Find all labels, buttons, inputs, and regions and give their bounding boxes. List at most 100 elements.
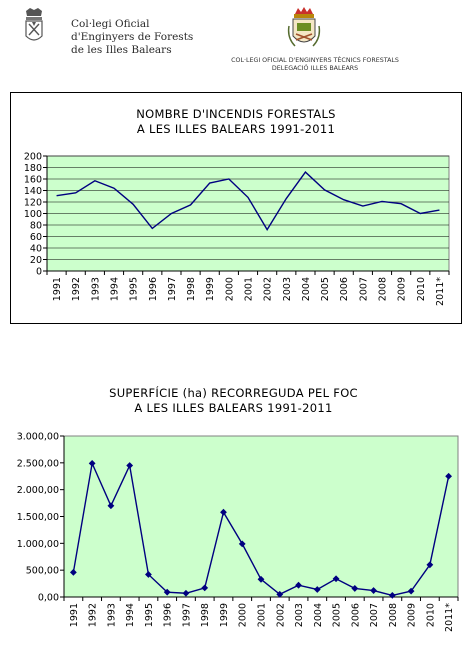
x-tick-label: 2005 (320, 277, 331, 301)
chart1-title-line2: A LES ILLES BALEARS 1991-2011 (136, 122, 336, 136)
data-point (332, 575, 340, 583)
y-tick-label: 80 (30, 221, 42, 232)
x-tick-label: 1991 (69, 603, 80, 627)
x-tick-label: 1995 (144, 603, 155, 627)
x-tick-label: 1994 (110, 277, 121, 301)
x-tick-label: 2010 (425, 603, 436, 627)
x-tick-label: 2000 (224, 277, 235, 301)
x-tick-label: 2003 (294, 603, 305, 627)
y-tick-label: 120 (24, 198, 42, 209)
x-tick-label: 2008 (388, 603, 399, 627)
x-tick-label: 2007 (358, 277, 369, 301)
y-tick-label: 0 (36, 267, 42, 278)
y-tick-label: 140 (24, 186, 42, 197)
x-tick-label: 2000 (238, 603, 249, 627)
y-tick-label: 3.000,00 (17, 432, 59, 443)
x-tick-label: 2009 (407, 603, 418, 627)
org-right-line2: DELEGACIÓ ILLES BALEARS (271, 65, 359, 72)
y-tick-label: 180 (24, 163, 42, 174)
x-tick-label: 1999 (219, 603, 230, 627)
chart2-title: SUPERFÍCIE (ha) RECORREGUDA PEL FOC A LE… (0, 386, 467, 416)
x-tick-label: 1997 (181, 603, 192, 627)
burned-area-chart: SUPERFÍCIE (ha) RECORREGUDA PEL FOC A LE… (0, 368, 467, 649)
y-tick-label: 2.000,00 (17, 485, 59, 496)
y-tick-label: 200 (24, 152, 42, 163)
x-tick-label: 2004 (301, 277, 312, 301)
x-tick-label: 2009 (397, 277, 408, 301)
x-tick-label: 2010 (416, 277, 427, 301)
fires-count-chart: NOMBRE D'INCENDIS FORESTALS A LES ILLES … (10, 92, 462, 324)
chart2-title-line1: SUPERFÍCIE (ha) RECORREGUDA PEL FOC (109, 386, 358, 400)
x-tick-label: 1993 (106, 603, 117, 627)
plot-area (63, 435, 459, 598)
x-tick-label: 2003 (282, 277, 293, 301)
y-tick-label: 2.500,00 (17, 458, 59, 469)
x-tick-label: 2001 (244, 277, 255, 301)
data-point (182, 589, 190, 597)
x-tick-label: 2004 (313, 603, 324, 627)
x-tick-label: 1996 (148, 277, 159, 301)
data-point (407, 587, 415, 595)
coat-of-arms-icon (287, 7, 321, 47)
y-tick-label: 20 (30, 255, 42, 266)
y-tick-label: 1.000,00 (17, 539, 59, 550)
x-tick-label: 2006 (339, 277, 350, 301)
y-tick-label: 60 (30, 232, 42, 243)
x-tick-label: 2006 (350, 603, 361, 627)
x-tick-label: 1994 (125, 603, 136, 627)
x-tick-label: 2001 (257, 603, 268, 627)
org-left-name: Col·legi Oficial d'Enginyers de Forests … (71, 18, 193, 57)
y-tick-label: 500,00 (26, 566, 59, 577)
org-right-logo: COL·LEGI OFICIAL D'ENGINYERS TÈCNICS FOR… (215, 6, 415, 78)
data-point (145, 571, 152, 578)
chart1-title-line1: NOMBRE D'INCENDIS FORESTALS (136, 107, 336, 121)
org-left-line1: Col·legi Oficial (71, 18, 150, 30)
data-point (201, 584, 209, 592)
x-tick-label: 1999 (205, 277, 216, 301)
x-tick-label: 2002 (275, 603, 286, 627)
x-tick-label: 1992 (88, 603, 99, 627)
y-tick-label: 1.500,00 (17, 512, 59, 523)
data-point (163, 588, 171, 596)
data-point (388, 591, 396, 599)
org-left-line3: de les Illes Balears (71, 44, 172, 56)
series-line (56, 171, 440, 231)
x-tick-label: 1995 (129, 277, 140, 301)
data-point (370, 587, 377, 594)
data-point (351, 585, 359, 592)
data-point (238, 540, 246, 548)
data-point (426, 561, 434, 569)
chart2-title-line2: A LES ILLES BALEARS 1991-2011 (134, 401, 333, 415)
x-tick-label: 1992 (71, 277, 82, 301)
data-point (445, 472, 453, 480)
y-tick-label: 0,00 (38, 593, 59, 604)
chart1-title: NOMBRE D'INCENDIS FORESTALS A LES ILLES … (11, 107, 461, 137)
x-tick-label: 1998 (200, 603, 211, 627)
org-right-line1: COL·LEGI OFICIAL D'ENGINYERS TÈCNICS FOR… (231, 57, 399, 64)
data-point (313, 586, 321, 593)
data-point (107, 502, 115, 510)
data-point (257, 575, 265, 583)
x-tick-label: 2011* (444, 603, 455, 632)
org-right-name: COL·LEGI OFICIAL D'ENGINYERS TÈCNICS FOR… (215, 57, 415, 73)
x-tick-label: 1998 (186, 277, 197, 301)
x-tick-label: 1996 (163, 603, 174, 627)
data-point (295, 581, 302, 589)
y-tick-label: 100 (24, 209, 42, 220)
chart2-plot: 0,00 500,00 1.000,00 1.500,00 2.000,00 2.500,… (17, 432, 459, 632)
org-left-logo: Col·legi Oficial d'Enginyers de Forests … (22, 8, 222, 68)
x-tick-label: 1993 (90, 277, 101, 301)
x-tick-label: 2002 (263, 277, 274, 301)
y-tick-label: 40 (30, 244, 42, 255)
crest-icon (25, 8, 43, 41)
data-point (220, 508, 227, 516)
x-tick-label: 2005 (332, 603, 343, 627)
x-tick-label: 2011* (435, 277, 446, 306)
x-tick-label: 1997 (167, 277, 178, 301)
x-tick-label: 2007 (369, 603, 380, 627)
org-left-line2: d'Enginyers de Forests (71, 31, 194, 43)
data-point (69, 568, 77, 576)
data-point (276, 590, 284, 598)
x-tick-label: 1991 (52, 277, 63, 301)
